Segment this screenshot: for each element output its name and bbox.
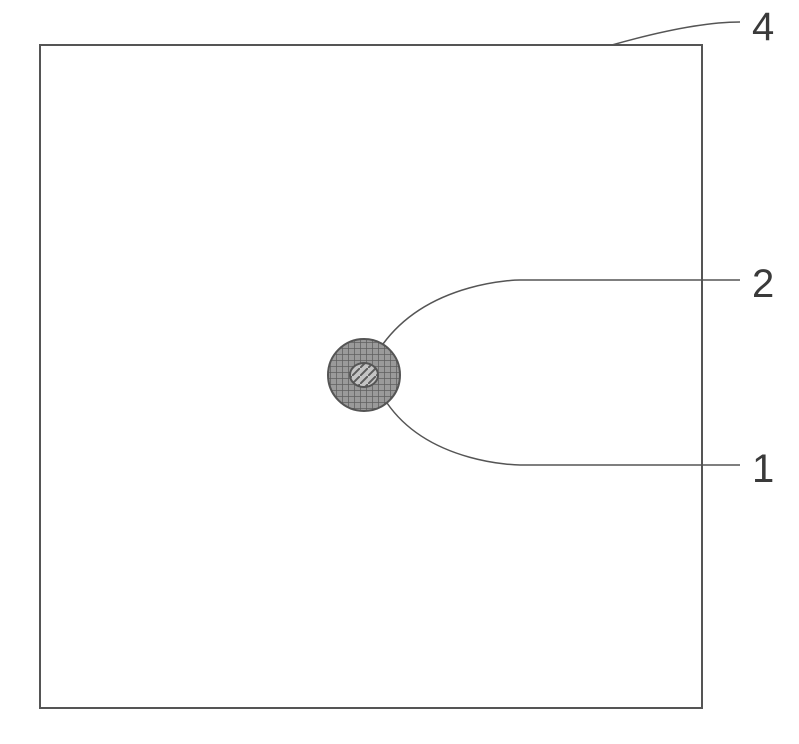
label-1: 1: [752, 447, 774, 492]
diagram-canvas: 4 2 1: [0, 0, 799, 739]
leader-line-4: [612, 22, 740, 45]
label-4: 4: [752, 5, 774, 50]
diagram-svg: [0, 0, 799, 739]
label-2: 2: [752, 262, 774, 307]
